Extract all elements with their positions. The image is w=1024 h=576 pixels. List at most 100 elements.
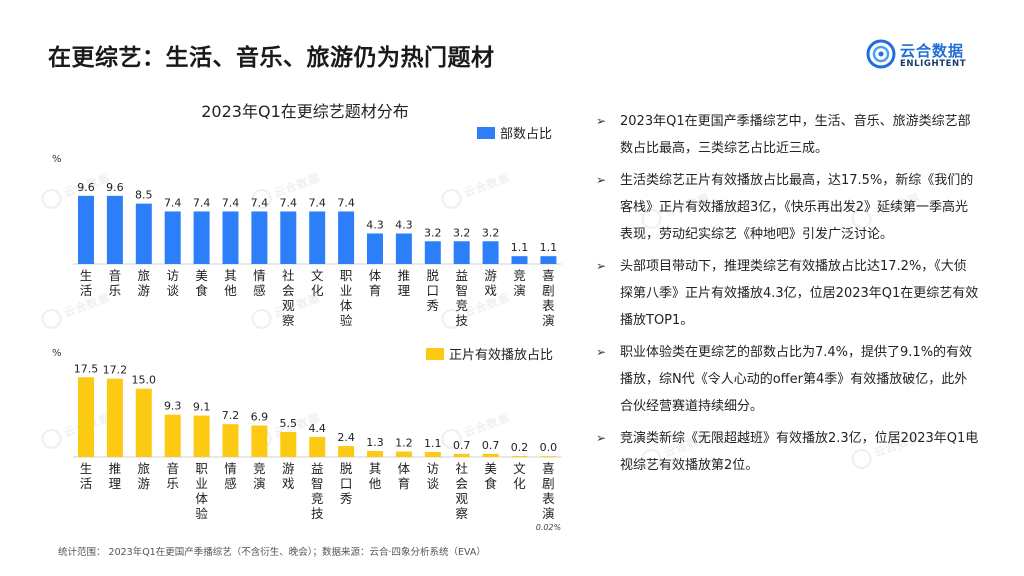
data-label: 1.1 xyxy=(540,241,558,254)
category-label: 喜剧表演 xyxy=(542,461,555,521)
category-label: 推理 xyxy=(398,268,411,298)
bar xyxy=(395,233,412,264)
data-label: 7.4 xyxy=(251,196,269,209)
data-label: 7.4 xyxy=(337,196,355,209)
bar xyxy=(309,436,326,457)
category-label: 益智竞技 xyxy=(455,268,468,328)
data-label: 1.1 xyxy=(511,241,529,254)
bar xyxy=(511,456,528,457)
data-label: 1.3 xyxy=(366,436,384,449)
category-label: 美食 xyxy=(195,268,208,298)
category-label: 喜剧表演 xyxy=(542,268,555,328)
data-label: 4.3 xyxy=(366,218,384,231)
category-label: 其他 xyxy=(224,268,237,298)
bar xyxy=(338,446,355,457)
data-label: 17.2 xyxy=(103,364,128,377)
bar xyxy=(540,256,557,264)
bar xyxy=(164,414,181,457)
bar xyxy=(424,451,441,457)
category-label: 访谈 xyxy=(166,268,179,298)
category-label: 生活 xyxy=(80,268,93,298)
data-label: 7.4 xyxy=(222,196,240,209)
category-label: 美食 xyxy=(484,461,497,491)
category-label: 其他 xyxy=(369,461,382,491)
chart-title: 2023年Q1在更综艺题材分布 xyxy=(201,102,409,121)
data-label: 0.0 xyxy=(540,441,558,454)
data-label: 4.3 xyxy=(395,218,413,231)
bar xyxy=(309,211,326,264)
bar xyxy=(78,195,94,264)
unit-label: % xyxy=(52,348,62,359)
arrow-right-icon: ➢ xyxy=(596,259,607,273)
bar xyxy=(338,211,355,264)
arrow-right-icon: ➢ xyxy=(596,173,607,187)
data-label: 9.1 xyxy=(193,401,211,414)
legend-label: 正片有效播放占比 xyxy=(449,348,553,363)
unit-label: % xyxy=(52,154,62,165)
category-label: 情感 xyxy=(224,461,237,491)
data-label: 3.2 xyxy=(482,226,500,239)
data-label: 1.2 xyxy=(395,437,413,450)
category-label: 职业体验 xyxy=(195,461,208,521)
category-label: 益智竞技 xyxy=(311,461,324,521)
category-label: 脱口秀 xyxy=(340,461,353,506)
data-label: 8.5 xyxy=(135,189,153,202)
category-label: 音乐 xyxy=(166,461,179,491)
bar xyxy=(540,456,557,457)
data-label: 7.4 xyxy=(193,196,211,209)
data-label: 5.5 xyxy=(280,417,298,430)
bar xyxy=(164,211,181,264)
category-label: 体育 xyxy=(369,268,382,298)
data-label: 9.6 xyxy=(106,181,124,194)
data-label: 0.2 xyxy=(511,441,529,454)
data-label: 7.2 xyxy=(222,409,240,422)
category-label: 旅游 xyxy=(138,268,151,298)
insight-item: ➢ 2023年Q1在更国产季播综艺中，生活、音乐、旅游类综艺部数占比最高，三类综艺… xyxy=(594,108,979,162)
logo-mark-icon xyxy=(866,39,896,69)
category-label: 文化 xyxy=(311,268,324,298)
bar xyxy=(222,211,239,264)
page-title: 在更综艺：生活、音乐、旅游仍为热门题材 xyxy=(48,45,495,71)
data-label: 0.7 xyxy=(453,439,471,452)
category-label: 脱口秀 xyxy=(427,268,440,313)
bar xyxy=(251,425,268,457)
bar xyxy=(453,241,470,264)
data-label: 3.2 xyxy=(453,226,471,239)
category-label: 职业体验 xyxy=(340,268,353,328)
bar xyxy=(367,451,383,457)
bar xyxy=(78,377,94,457)
category-label: 情感 xyxy=(253,268,266,298)
bar xyxy=(395,451,412,457)
brand-logo: 云合数据 ENLIGHTENT xyxy=(866,38,986,72)
data-label: 0.7 xyxy=(482,439,500,452)
data-label: 9.3 xyxy=(164,400,182,413)
data-label: 17.5 xyxy=(74,362,99,375)
bar xyxy=(482,453,499,457)
bar xyxy=(482,241,499,264)
category-label: 体育 xyxy=(398,461,411,491)
data-label: 7.4 xyxy=(280,196,298,209)
data-label: 15.0 xyxy=(132,374,157,387)
bar xyxy=(424,241,441,264)
data-label: 6.9 xyxy=(251,411,269,424)
category-label: 文化 xyxy=(513,461,526,491)
category-label: 旅游 xyxy=(138,461,151,491)
category-label: 推理 xyxy=(109,461,122,491)
legend-swatch xyxy=(477,127,495,139)
data-label: 4.4 xyxy=(308,422,326,435)
arrow-right-icon: ➢ xyxy=(596,345,607,359)
category-label: 竞演 xyxy=(253,461,266,491)
category-label: 游戏 xyxy=(484,268,497,298)
data-label: 7.4 xyxy=(308,196,326,209)
bar xyxy=(222,424,239,457)
bar xyxy=(193,415,210,457)
insight-item: ➢ 职业体验类在更综艺的部数占比为7.4%，提供了9.1%的有效播放，综N代《令人… xyxy=(594,339,979,420)
category-label: 游戏 xyxy=(282,461,295,491)
logo-text-en: ENLIGHTENT xyxy=(900,59,967,69)
legend-label: 部数占比 xyxy=(500,127,552,142)
bar xyxy=(453,453,470,457)
arrow-right-icon: ➢ xyxy=(596,114,607,128)
data-label: 9.6 xyxy=(77,181,95,194)
insight-list: ➢ 2023年Q1在更国产季播综艺中，生活、音乐、旅游类综艺部数占比最高，三类综艺… xyxy=(594,108,979,484)
bar xyxy=(367,233,383,264)
